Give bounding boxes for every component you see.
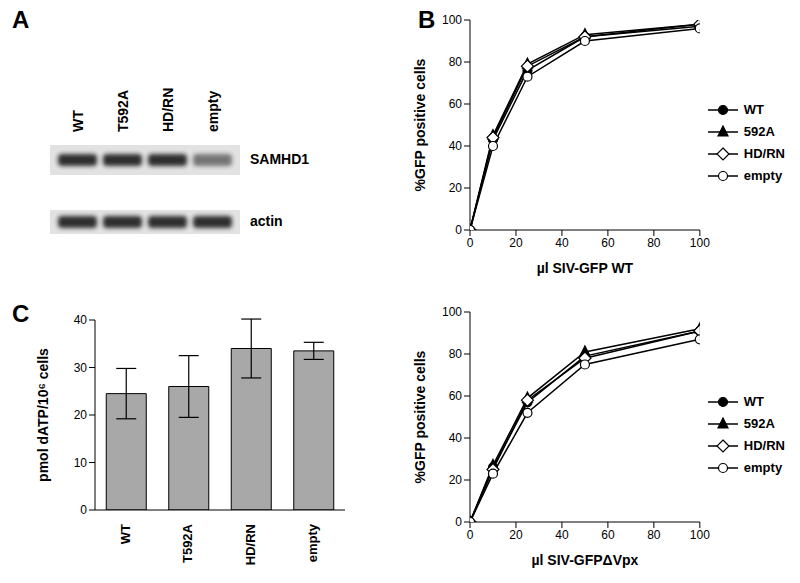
svg-text:20: 20 — [449, 473, 463, 487]
svg-text:60: 60 — [449, 97, 463, 111]
svg-text:%GFP positive cells: %GFP positive cells — [412, 58, 428, 191]
svg-text:HD/RN: HD/RN — [243, 524, 258, 565]
svg-text:80: 80 — [647, 236, 661, 250]
svg-text:40: 40 — [74, 313, 88, 327]
svg-text:0: 0 — [467, 528, 474, 542]
svg-text:80: 80 — [449, 55, 463, 69]
svg-text:20: 20 — [449, 181, 463, 195]
html-text:HD/RN: HD/RN — [743, 146, 785, 161]
svg-text:60: 60 — [449, 389, 463, 403]
html-text:WT: WT — [743, 394, 764, 409]
svg-text:WT: WT — [70, 110, 86, 132]
svg-text:60: 60 — [601, 528, 615, 542]
svg-text:80: 80 — [647, 528, 661, 542]
svg-text:80: 80 — [449, 347, 463, 361]
svg-text:100: 100 — [690, 528, 710, 542]
svg-text:0: 0 — [455, 223, 462, 237]
svg-text:empty: empty — [305, 523, 320, 562]
svg-text:20: 20 — [509, 528, 523, 542]
svg-text:40: 40 — [449, 139, 463, 153]
svg-text:T592A: T592A — [115, 90, 131, 132]
html-text:HD/RN: HD/RN — [743, 438, 785, 453]
svg-text:WT: WT — [118, 524, 133, 544]
svg-text:0: 0 — [455, 515, 462, 529]
svg-text:40: 40 — [449, 431, 463, 445]
svg-text:%GFP positive cells: %GFP positive cells — [412, 350, 428, 483]
html-text:592A: 592A — [743, 416, 775, 431]
svg-text:SAMHD1: SAMHD1 — [250, 151, 309, 167]
html-text:A: A — [12, 6, 30, 33]
svg-text:0: 0 — [80, 503, 87, 517]
html-text:592A: 592A — [743, 124, 775, 139]
svg-text:20: 20 — [509, 236, 523, 250]
svg-text:100: 100 — [442, 13, 462, 27]
html-text:empty: empty — [743, 460, 783, 475]
html-text:WT: WT — [743, 102, 764, 117]
svg-text:100: 100 — [690, 236, 710, 250]
svg-text:µl SIV-GFPΔVpx: µl SIV-GFPΔVpx — [532, 552, 639, 568]
svg-text:20: 20 — [74, 408, 88, 422]
svg-text:actin: actin — [250, 213, 283, 229]
svg-text:30: 30 — [74, 361, 88, 375]
svg-text:HD/RN: HD/RN — [160, 88, 176, 132]
svg-text:empty: empty — [205, 91, 221, 132]
html-text:C: C — [12, 300, 30, 327]
html-text:empty: empty — [743, 168, 783, 183]
svg-text:µl SIV-GFP WT: µl SIV-GFP WT — [537, 260, 634, 276]
svg-text:100: 100 — [442, 305, 462, 319]
html-text:B: B — [418, 6, 436, 33]
svg-text:60: 60 — [601, 236, 615, 250]
svg-text:10: 10 — [74, 456, 88, 470]
svg-text:40: 40 — [555, 236, 569, 250]
svg-text:T592A: T592A — [180, 523, 195, 563]
svg-text:40: 40 — [555, 528, 569, 542]
svg-text:0: 0 — [467, 236, 474, 250]
svg-text:pmol dATP/10⁶ cells: pmol dATP/10⁶ cells — [35, 348, 51, 482]
